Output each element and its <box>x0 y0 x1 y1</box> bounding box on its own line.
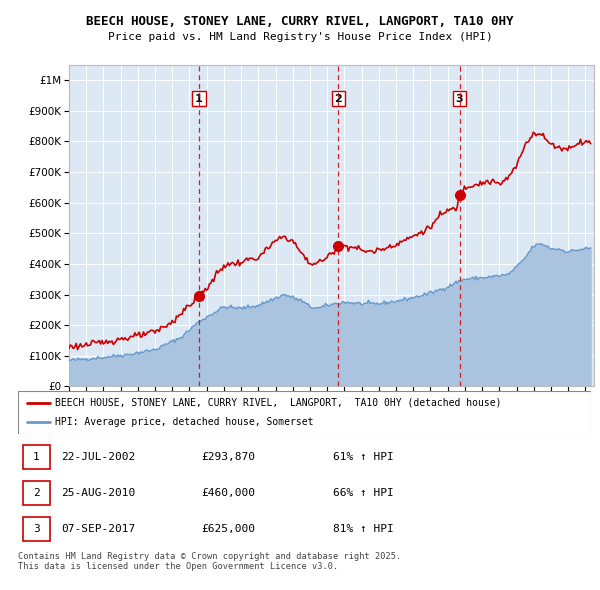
Text: HPI: Average price, detached house, Somerset: HPI: Average price, detached house, Some… <box>55 417 314 427</box>
Text: 3: 3 <box>456 94 463 104</box>
Text: 61% ↑ HPI: 61% ↑ HPI <box>333 452 394 462</box>
Text: £625,000: £625,000 <box>202 524 256 534</box>
Text: BEECH HOUSE, STONEY LANE, CURRY RIVEL, LANGPORT, TA10 0HY: BEECH HOUSE, STONEY LANE, CURRY RIVEL, L… <box>86 15 514 28</box>
Text: £293,870: £293,870 <box>202 452 256 462</box>
Text: 1: 1 <box>195 94 203 104</box>
Text: BEECH HOUSE, STONEY LANE, CURRY RIVEL,  LANGPORT,  TA10 0HY (detached house): BEECH HOUSE, STONEY LANE, CURRY RIVEL, L… <box>55 398 502 408</box>
Text: 3: 3 <box>33 524 40 534</box>
Text: 25-AUG-2010: 25-AUG-2010 <box>61 488 135 498</box>
Bar <box>23 517 50 541</box>
Text: Contains HM Land Registry data © Crown copyright and database right 2025.
This d: Contains HM Land Registry data © Crown c… <box>18 552 401 571</box>
Text: Price paid vs. HM Land Registry's House Price Index (HPI): Price paid vs. HM Land Registry's House … <box>107 32 493 42</box>
Text: 2: 2 <box>33 488 40 498</box>
Text: 81% ↑ HPI: 81% ↑ HPI <box>333 524 394 534</box>
Text: £460,000: £460,000 <box>202 488 256 498</box>
Text: 07-SEP-2017: 07-SEP-2017 <box>61 524 135 534</box>
Text: 1: 1 <box>33 452 40 462</box>
Text: 66% ↑ HPI: 66% ↑ HPI <box>333 488 394 498</box>
Text: 22-JUL-2002: 22-JUL-2002 <box>61 452 135 462</box>
Text: 2: 2 <box>335 94 342 104</box>
Bar <box>23 481 50 505</box>
Bar <box>23 445 50 469</box>
